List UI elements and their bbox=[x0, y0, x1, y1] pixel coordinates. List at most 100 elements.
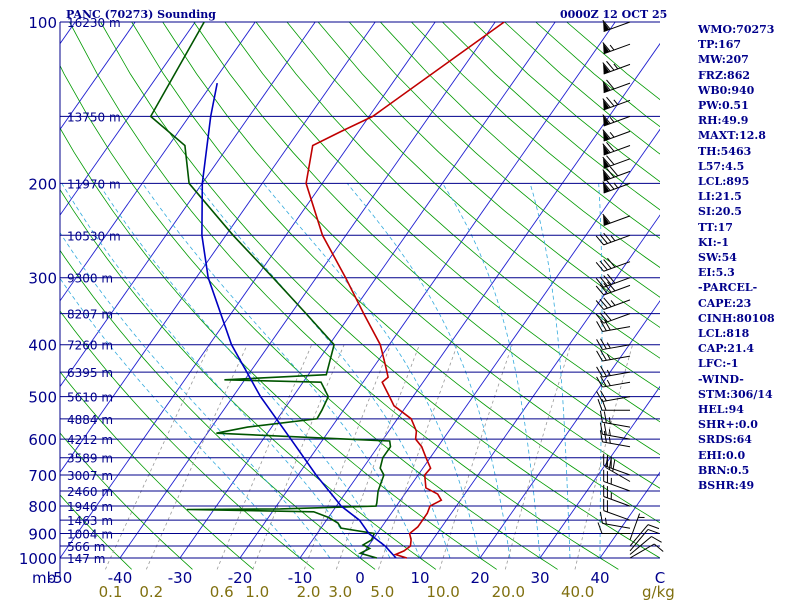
pressure-tick-label: 900 bbox=[28, 525, 57, 543]
sounding-traces bbox=[149, 22, 505, 559]
height-label: 10530 m bbox=[67, 229, 121, 243]
mixing-ratio-label: 1.0 bbox=[245, 583, 269, 600]
wind-barb-half bbox=[608, 436, 611, 444]
wind-barb-full bbox=[602, 129, 611, 139]
dewpoint-trace bbox=[149, 22, 392, 559]
wind-barb-full bbox=[596, 376, 603, 388]
wind-barb-full bbox=[606, 96, 615, 107]
wind-barb bbox=[596, 375, 631, 388]
temperature-tick-label: -10 bbox=[288, 569, 313, 587]
dry-adiabat-line bbox=[60, 371, 254, 570]
wind-barb bbox=[595, 311, 631, 324]
height-label: 8207 m bbox=[67, 308, 113, 322]
dry-adiabat-line bbox=[100, 22, 660, 559]
mixing-ratio-label: 3.0 bbox=[328, 583, 352, 600]
height-label: 3589 m bbox=[67, 452, 113, 466]
dry-adiabat-line bbox=[131, 22, 660, 524]
index-line: HEL:94 bbox=[698, 403, 744, 417]
wind-barb-full bbox=[599, 422, 603, 435]
temperature-tick-label: -40 bbox=[108, 569, 133, 587]
wind-barb-full bbox=[602, 42, 611, 52]
temperature-tick-label: 0 bbox=[355, 569, 365, 587]
isotherm-line bbox=[479, 300, 660, 559]
dry-adiabat-line bbox=[317, 22, 660, 328]
height-label: 9300 m bbox=[67, 272, 113, 286]
height-label: 147 m bbox=[67, 552, 105, 566]
wind-barb-full bbox=[603, 297, 612, 308]
wind-barb bbox=[602, 213, 631, 226]
wind-barb-staff bbox=[603, 99, 631, 111]
wind-barb bbox=[595, 232, 631, 246]
index-line: LFC:-1 bbox=[698, 357, 739, 371]
dry-adiabat-line bbox=[224, 22, 660, 423]
wind-barb-staff bbox=[603, 215, 631, 226]
wind-barb-half bbox=[609, 131, 615, 138]
height-label: 6395 m bbox=[67, 366, 113, 380]
mixing-ratio-line bbox=[303, 344, 392, 570]
wind-barb bbox=[602, 166, 631, 182]
pressure-tick-label: 100 bbox=[28, 14, 57, 32]
index-line: STM:306/14 bbox=[698, 387, 773, 401]
index-line: EI:5.3 bbox=[698, 266, 735, 280]
wind-barb-staff bbox=[602, 326, 631, 332]
wind-barb-full bbox=[599, 276, 608, 287]
wind-barb-full bbox=[651, 536, 662, 543]
wind-barb-full bbox=[600, 390, 607, 402]
wind-barb bbox=[595, 257, 631, 272]
index-line: CINH:80108 bbox=[698, 311, 775, 325]
wind-barb bbox=[602, 19, 631, 33]
wind-barb-staff bbox=[603, 21, 631, 33]
wind-barb-full bbox=[602, 98, 611, 108]
wind-barb-staff bbox=[603, 115, 631, 127]
wind-barb-pennant bbox=[603, 63, 610, 74]
wind-barb-staff bbox=[603, 145, 631, 156]
wind-barb bbox=[602, 155, 631, 169]
index-line: CAPE:23 bbox=[698, 296, 752, 310]
wind-barb-full bbox=[602, 62, 611, 72]
wind-barb-full bbox=[596, 366, 603, 378]
index-line: EHI:0.0 bbox=[698, 448, 746, 462]
height-label: 2460 m bbox=[67, 485, 113, 499]
wind-barb bbox=[603, 469, 631, 492]
wind-barb-full bbox=[604, 319, 611, 331]
wind-barb-half bbox=[610, 235, 616, 242]
wind-barb-full bbox=[599, 410, 603, 423]
wind-barb-half bbox=[610, 477, 612, 485]
pressure-tick-label: 1000 bbox=[19, 550, 57, 568]
wind-barb-pennant bbox=[603, 182, 610, 193]
wind-barb-full bbox=[600, 349, 607, 361]
wind-barb bbox=[599, 430, 631, 448]
isotherm-line bbox=[299, 42, 660, 559]
wind-barb-full bbox=[606, 500, 608, 512]
wind-barb bbox=[597, 522, 630, 534]
wind-barb-staff bbox=[602, 355, 631, 362]
isotherm-line bbox=[119, 22, 496, 559]
wind-barb-half bbox=[610, 492, 612, 500]
index-line: TH:5463 bbox=[698, 144, 752, 158]
index-line: MAXT:12.8 bbox=[698, 129, 766, 143]
height-label: 1463 m bbox=[67, 514, 113, 528]
pressure-tick-label: 600 bbox=[28, 431, 57, 449]
wind-barb-half bbox=[608, 417, 611, 424]
wind-barb-full bbox=[609, 166, 619, 177]
wind-barb-staff bbox=[603, 170, 631, 182]
wind-barb-full bbox=[602, 80, 611, 91]
index-line: SRDS:64 bbox=[698, 433, 752, 447]
wind-barb-staff bbox=[603, 510, 631, 521]
index-line: MW:207 bbox=[698, 53, 749, 67]
index-line: SI:20.5 bbox=[698, 205, 742, 219]
wind-barb-full bbox=[607, 257, 616, 268]
mixing-ratio-line bbox=[335, 344, 420, 570]
wind-barb-half bbox=[604, 517, 607, 525]
height-label: 1946 m bbox=[67, 500, 113, 514]
wind-barb-full bbox=[606, 155, 615, 165]
wind-barb-staff bbox=[603, 480, 631, 492]
wind-barb-staff bbox=[602, 381, 631, 388]
index-line: LCL:818 bbox=[698, 327, 750, 341]
wind-barb-pennant bbox=[603, 144, 610, 156]
pressure-tick-label: 300 bbox=[28, 270, 57, 288]
wind-barb-full bbox=[597, 399, 603, 411]
dry-adiabat-line bbox=[60, 432, 193, 570]
wind-barb-half bbox=[606, 379, 611, 386]
